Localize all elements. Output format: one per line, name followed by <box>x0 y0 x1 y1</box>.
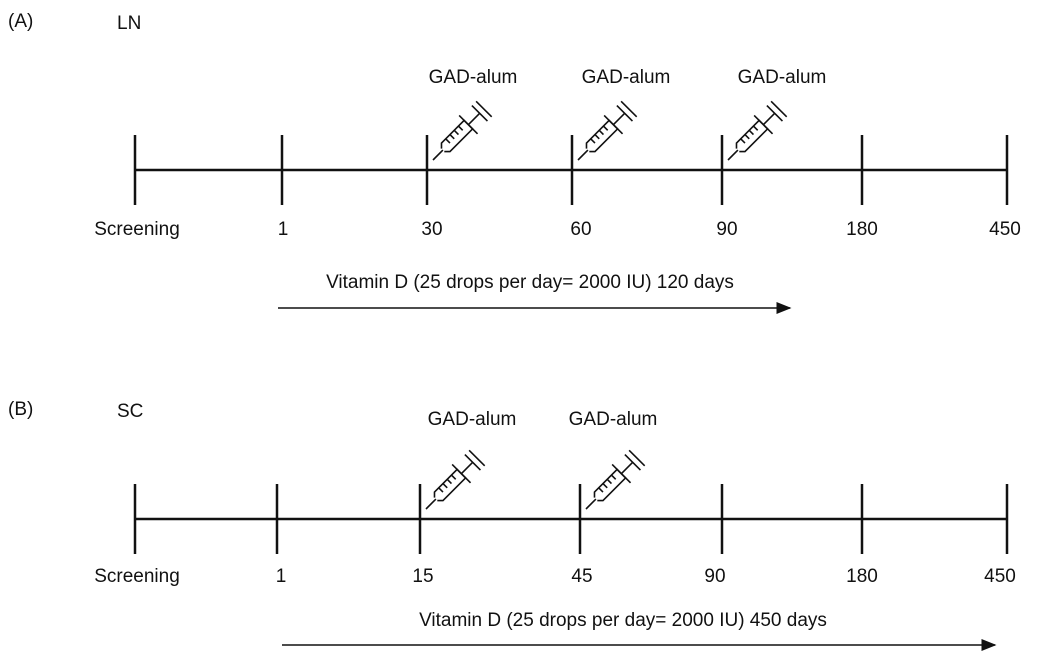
timepoint-label: 45 <box>571 566 592 587</box>
panel-name: SC <box>117 401 143 422</box>
timepoint-label: 1 <box>276 566 287 587</box>
panel-name: LN <box>117 13 141 34</box>
injection-label: GAD-alum <box>428 409 517 430</box>
syringe-icon <box>416 448 487 519</box>
timepoint-label: 90 <box>716 219 737 240</box>
injection-label: GAD-alum <box>738 67 827 88</box>
timepoint-label: 180 <box>846 566 878 587</box>
injection-label: GAD-alum <box>429 67 518 88</box>
timepoint-label: 450 <box>984 566 1016 587</box>
timepoint-label: 90 <box>704 566 725 587</box>
syringe-icon <box>568 99 639 170</box>
supplement-label: Vitamin D (25 drops per day= 2000 IU) 45… <box>419 610 827 631</box>
injection-label: GAD-alum <box>582 67 671 88</box>
supplement-label: Vitamin D (25 drops per day= 2000 IU) 12… <box>326 272 734 293</box>
syringe-icon <box>423 99 494 170</box>
timepoint-label: 30 <box>421 219 442 240</box>
timepoint-label: Screening <box>94 219 180 240</box>
syringe-icon <box>718 99 789 170</box>
syringe-icon <box>576 448 647 519</box>
timepoint-label: 15 <box>412 566 433 587</box>
panel-label: (B) <box>8 399 33 420</box>
timepoint-label: 180 <box>846 219 878 240</box>
timepoint-label: 60 <box>570 219 591 240</box>
timepoint-label: Screening <box>94 566 180 587</box>
injection-label: GAD-alum <box>569 409 658 430</box>
timepoint-label: 1 <box>278 219 289 240</box>
timepoint-label: 450 <box>989 219 1021 240</box>
panel-label: (A) <box>8 11 33 32</box>
